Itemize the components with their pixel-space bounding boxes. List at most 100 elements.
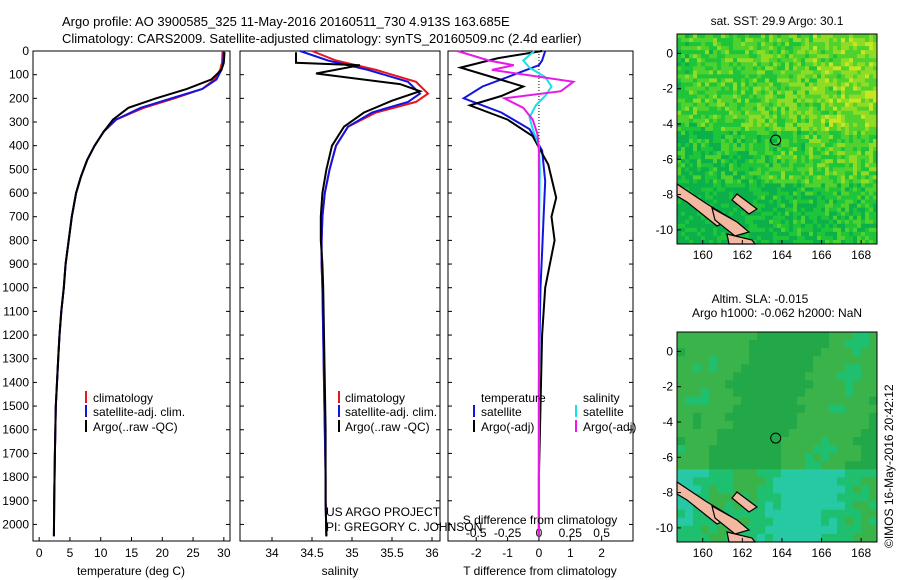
map-cell xyxy=(761,122,766,128)
map-cell xyxy=(873,183,878,188)
map-cell xyxy=(725,445,734,454)
map-cell xyxy=(821,332,830,341)
map-cell xyxy=(869,437,878,446)
map-cell xyxy=(713,66,718,71)
map-cell xyxy=(713,171,718,176)
map-cell xyxy=(789,98,794,104)
map-cell xyxy=(705,199,710,205)
map-cell xyxy=(873,126,878,132)
map-cell xyxy=(721,187,726,192)
map-cell xyxy=(845,90,850,95)
map-cell xyxy=(781,66,786,71)
map-cell xyxy=(801,62,806,67)
map-cell xyxy=(737,207,742,213)
map-cell xyxy=(793,219,798,225)
map-cell xyxy=(765,227,770,233)
map-cell xyxy=(873,130,878,136)
map-cell xyxy=(853,50,858,55)
map-cell xyxy=(869,227,874,233)
map-cell xyxy=(849,175,854,180)
map-cell xyxy=(697,42,702,47)
map-cell xyxy=(733,380,742,389)
map-cell xyxy=(749,469,758,478)
map-cell xyxy=(805,102,810,108)
map-cell xyxy=(721,239,726,245)
map-cell xyxy=(861,139,866,144)
map-cell xyxy=(773,211,778,217)
map-cell xyxy=(709,130,714,136)
map-cell xyxy=(773,147,778,152)
map-cell xyxy=(693,42,698,47)
map-cell xyxy=(841,98,846,104)
map-cell xyxy=(773,102,778,108)
map-cell xyxy=(813,139,818,144)
map-cell xyxy=(717,159,722,164)
map-cell xyxy=(845,223,850,229)
map-cell xyxy=(825,54,830,59)
map-cell xyxy=(769,118,774,124)
map-cell xyxy=(765,42,770,47)
map-cell xyxy=(781,42,786,47)
map-cell xyxy=(781,159,786,164)
map-cell xyxy=(741,517,750,527)
map-cell xyxy=(821,175,826,180)
map-cell xyxy=(757,147,762,152)
map-cell xyxy=(725,380,734,389)
map-cell xyxy=(777,215,782,221)
map-cell xyxy=(833,114,838,120)
map-cell xyxy=(749,219,754,225)
map-cell xyxy=(841,159,846,164)
map-cell xyxy=(769,38,774,43)
map-cell xyxy=(841,82,846,87)
map-cell xyxy=(821,134,826,140)
map-cell xyxy=(781,207,786,213)
map-cell xyxy=(685,187,690,192)
map-cell xyxy=(749,509,758,519)
map-cell xyxy=(873,50,878,55)
map-cell xyxy=(853,155,858,160)
map-cell xyxy=(785,118,790,124)
map-cell xyxy=(821,110,826,116)
map-cell xyxy=(761,159,766,164)
map-cell xyxy=(685,82,690,87)
map-cell xyxy=(777,74,782,79)
map-cell xyxy=(729,130,734,136)
map-cell xyxy=(685,122,690,128)
map-cell xyxy=(773,163,778,168)
map-cell xyxy=(681,106,686,112)
map-cell xyxy=(793,147,798,152)
map-cell xyxy=(869,155,874,160)
map-cell xyxy=(705,147,710,152)
map-cell xyxy=(865,122,870,128)
map-cell xyxy=(765,58,770,63)
map-cell xyxy=(869,453,878,462)
map-cell xyxy=(765,215,770,221)
map-cell xyxy=(869,239,874,245)
map-cell xyxy=(717,46,722,51)
map-cell xyxy=(845,175,850,180)
map-cell xyxy=(865,239,870,245)
map-cell xyxy=(869,147,874,152)
map-cell xyxy=(689,62,694,67)
map-cell xyxy=(789,525,798,535)
map-cell xyxy=(685,215,690,221)
map-cell xyxy=(781,509,790,519)
map-cell xyxy=(825,118,830,124)
map-cell xyxy=(765,235,770,241)
map-cell xyxy=(797,485,806,494)
map-cell xyxy=(733,183,738,188)
map-cell xyxy=(869,332,878,341)
map-cell xyxy=(725,118,730,124)
map-cell xyxy=(861,171,866,176)
map-cell xyxy=(709,348,718,357)
map-cell xyxy=(765,461,774,470)
map-cell xyxy=(837,58,842,63)
map-cell xyxy=(765,420,774,430)
map-cell xyxy=(841,50,846,55)
map-cell xyxy=(797,34,802,39)
map-cell xyxy=(785,195,790,200)
map-cell xyxy=(845,239,850,245)
map-cell xyxy=(869,517,878,527)
map-cell xyxy=(769,122,774,128)
map-cell xyxy=(693,420,702,430)
